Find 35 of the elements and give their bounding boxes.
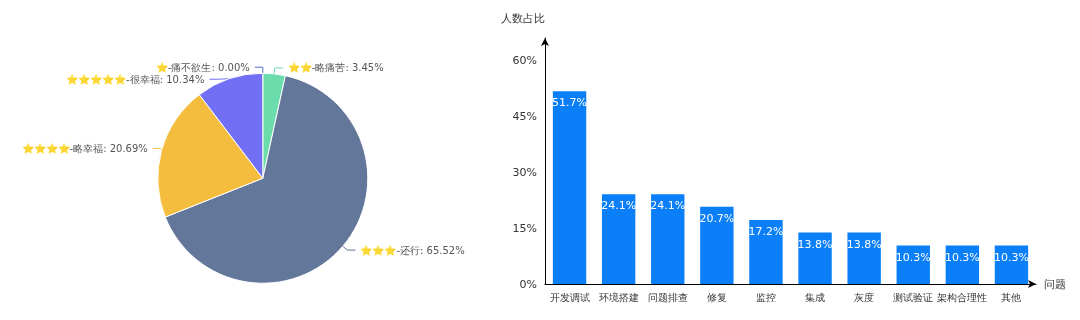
x-tick-label: 灰度 xyxy=(854,291,875,303)
bar xyxy=(552,91,587,284)
bar xyxy=(601,194,636,284)
bar xyxy=(798,232,832,284)
y-tick-label: 45% xyxy=(512,109,537,123)
bar xyxy=(651,194,685,284)
slice-label: ⭐⭐⭐⭐-略幸福: 20.69% xyxy=(21,142,148,155)
x-tick-label: 监控 xyxy=(755,291,776,303)
x-tick-label: 其他 xyxy=(1001,291,1022,303)
x-tick-label: 测试验证 xyxy=(893,291,934,303)
x-tick-label: 环境搭建 xyxy=(598,291,639,303)
slice-label: ⭐⭐-略痛苦: 3.45% xyxy=(287,61,384,74)
bar xyxy=(847,232,881,284)
y-tick-label: 30% xyxy=(512,165,537,179)
y-tick-label: 0% xyxy=(519,277,537,291)
x-tick-label: 问题排查 xyxy=(647,291,688,303)
x-tick-label: 开发调试 xyxy=(549,291,590,303)
y-tick-label: 15% xyxy=(512,221,537,235)
data-label: 10.3% xyxy=(944,250,980,264)
x-tick-label: 架构合理性 xyxy=(937,291,988,303)
slice-label: ⭐⭐⭐-还行: 65.52% xyxy=(360,243,465,256)
x-tick-label: 集成 xyxy=(805,291,826,303)
data-label: 13.8% xyxy=(846,237,882,251)
bar xyxy=(700,206,734,284)
y-axis-title: 人数占比 xyxy=(501,12,545,25)
slice-label: ⭐⭐⭐⭐⭐-很幸福: 10.34% xyxy=(66,72,205,85)
y-tick-label: 60% xyxy=(512,53,537,67)
x-tick-label: 修复 xyxy=(706,291,727,303)
x-axis-title: 问题 xyxy=(1044,277,1066,291)
bar xyxy=(749,219,783,284)
data-label: 13.8% xyxy=(797,237,833,251)
legend-label: ⭐-痛不欲生: 0.00% xyxy=(155,60,250,73)
data-label: 20.7% xyxy=(699,211,735,225)
data-label: 10.3% xyxy=(895,250,931,264)
data-label: 17.2% xyxy=(748,224,784,238)
